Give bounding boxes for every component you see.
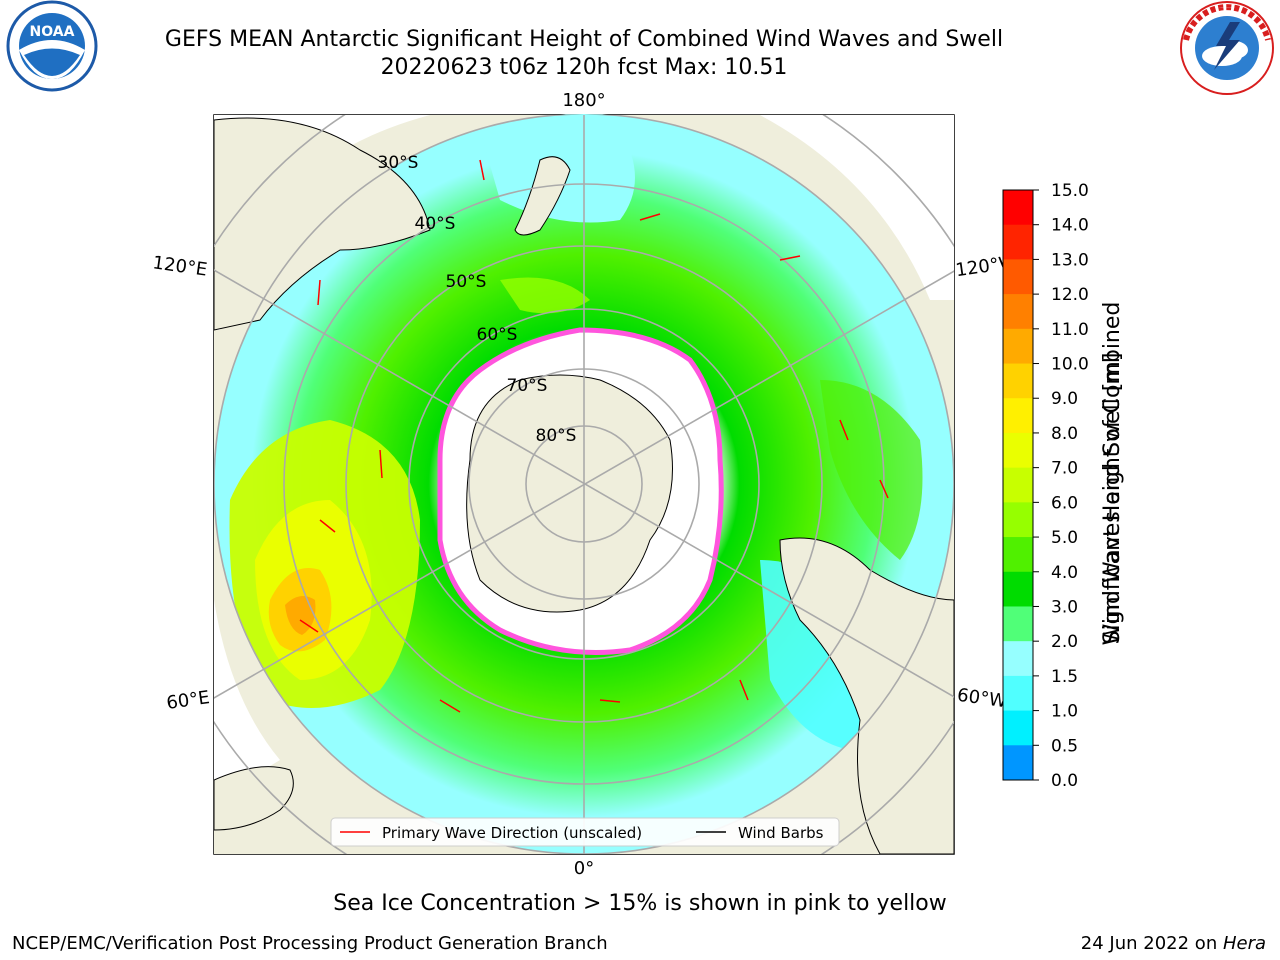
colorbar-tick-label: 8.0 <box>1051 424 1078 444</box>
colorbar-segment <box>1003 398 1033 434</box>
colorbar-tick-label: 5.0 <box>1051 528 1078 548</box>
arrow <box>479 159 485 181</box>
lon-label-120E: 120°E <box>151 252 208 280</box>
lat-label-40S: 40°S <box>415 214 456 234</box>
colorbar-tick-label: 14.0 <box>1051 216 1089 236</box>
arrow <box>779 255 801 261</box>
arrow <box>599 699 621 703</box>
colorbar-tick-label: 2.0 <box>1051 632 1078 652</box>
colorbar-tick-label: 3.0 <box>1051 597 1078 617</box>
antarctica-landmass <box>437 327 724 655</box>
colorbar-segment <box>1003 537 1033 573</box>
colorbar-tick-label: 6.0 <box>1051 493 1078 513</box>
footer-date: 24 Jun 2022 on Hera <box>1081 933 1266 954</box>
colorbar-segment <box>1003 328 1033 365</box>
lat-label-50S: 50°S <box>446 272 487 292</box>
sea-ice-note: Sea Ice Concentration > 15% is shown in … <box>333 891 947 916</box>
legend-barbs-label: Wind Barbs <box>738 824 824 842</box>
colorbar-segment <box>1003 675 1033 712</box>
colorbar-segment <box>1003 190 1033 226</box>
footer-host: Hera <box>1222 933 1266 954</box>
map-legend: Primary Wave Direction (unscaled) Wind B… <box>330 817 840 847</box>
lat-label-30S: 30°S <box>378 153 419 173</box>
chart-title: GEFS MEAN Antarctic Significant Height o… <box>164 27 1004 52</box>
colorbar-tick-label: 15.0 <box>1051 181 1089 201</box>
wave-direction-arrows <box>299 159 889 713</box>
colorbar-segment <box>1003 710 1033 746</box>
colorbar-tick-label: 12.0 <box>1051 285 1089 305</box>
colorbar-tick-label: 1.0 <box>1051 702 1078 722</box>
colorbar-tick-label: 9.0 <box>1051 389 1078 409</box>
colorbar-segment <box>1003 571 1033 607</box>
legend-primary-label: Primary Wave Direction (unscaled) <box>382 824 642 842</box>
arrow <box>319 519 336 533</box>
nws-logo-text: NATIONAL WEATHER SERVICE <box>1220 6 1235 9</box>
map-graticule <box>214 115 954 854</box>
arrow <box>299 619 319 633</box>
colorbar-segment <box>1003 294 1033 330</box>
south-america-landmass <box>779 537 954 854</box>
lat-label-60S: 60°S <box>477 325 518 345</box>
lon-label-0: 0° <box>574 858 594 879</box>
footer-date-text: 24 Jun 2022 on <box>1080 933 1223 954</box>
colorbar-tick-label: 1.5 <box>1051 667 1078 687</box>
new-zealand-landmass <box>514 156 571 236</box>
arrow <box>439 699 461 713</box>
colorbar-tick-label: 7.0 <box>1051 459 1078 479</box>
africa-landmass <box>214 766 294 831</box>
colorbar-segment <box>1003 363 1033 399</box>
colorbar-tick-label: 13.0 <box>1051 250 1089 270</box>
colorbar-tick-label: 0.0 <box>1051 771 1078 791</box>
colorbar-tick-label: 11.0 <box>1051 320 1089 340</box>
colorbar-segment <box>1003 432 1033 469</box>
arrow <box>879 479 889 499</box>
lon-label-60E: 60°E <box>165 687 211 714</box>
footer-credit: NCEP/EMC/Verification Post Processing Pr… <box>12 933 608 954</box>
noaa-logo: NOAA <box>6 0 98 92</box>
australia-landmass <box>214 117 431 331</box>
arrow <box>739 679 749 701</box>
colorbar-segment <box>1003 259 1033 295</box>
colorbar-tick-label: 0.5 <box>1051 736 1078 756</box>
lat-label-70S: 70°S <box>507 376 548 396</box>
colorbar-segment <box>1003 467 1033 503</box>
colorbar-segment <box>1003 502 1033 538</box>
chart-subtitle: 20220623 t06z 120h fcst Max: 10.51 <box>380 55 788 80</box>
arrow <box>639 213 661 221</box>
nws-logo: NATIONAL WEATHER SERVICE <box>1180 1 1274 95</box>
colorbar-label-line2: Wind Waves and Swell [m] <box>1100 352 1125 646</box>
colorbar-segment <box>1003 641 1033 677</box>
arrow <box>839 419 849 441</box>
colorbar-frame <box>1002 189 1034 781</box>
lon-label-180: 180° <box>562 90 605 111</box>
noaa-logo-text: NOAA <box>30 24 75 40</box>
colorbar: 15.0 14.0 13.0 12.0 11.0 10.0 9.0 8.0 7.0 6.0 5.0 4… <box>1002 181 1089 791</box>
colorbar-segment <box>1003 606 1033 642</box>
colorbar-segment <box>1003 745 1033 781</box>
lat-label-80S: 80°S <box>536 426 577 446</box>
arrow <box>379 449 383 479</box>
colorbar-tick-label: 10.0 <box>1051 355 1089 375</box>
colorbar-segment <box>1003 224 1033 260</box>
colorbar-tick-label: 4.0 <box>1051 563 1078 583</box>
arrow <box>317 279 321 306</box>
lon-label-60W: 60°W <box>956 685 1008 713</box>
